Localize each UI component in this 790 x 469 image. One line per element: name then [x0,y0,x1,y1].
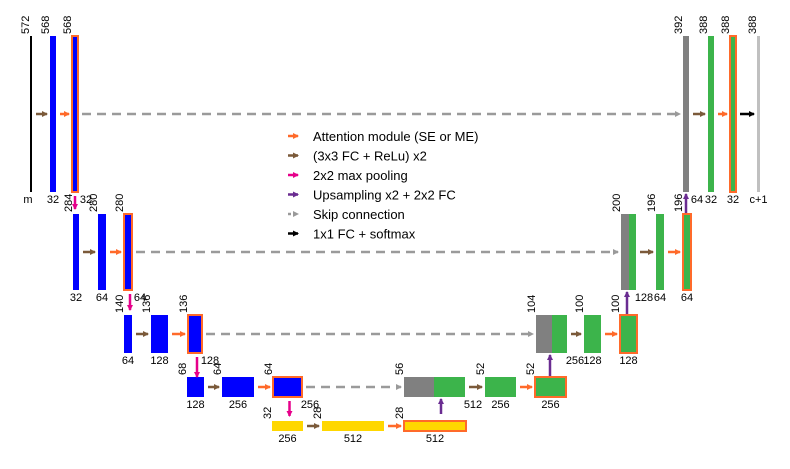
level3-encoder-2-attention-feature-map [272,376,303,398]
channel-count-label: 256 [491,399,509,411]
level4-encoder-0-feature-map [272,421,303,431]
spatial-size-label: 136 [178,295,190,313]
level0-encoder-0-feature-map [30,36,32,192]
level1-encoder-0-feature-map [73,214,79,290]
legend: Attention module (SE or ME) (3x3 FC + ReL… [288,129,478,242]
spatial-size-label: 392 [673,16,685,34]
level2-decoder-0-skip-copy [536,315,552,353]
spatial-size-label: 568 [40,16,52,34]
spatial-size-label: 32 [262,407,274,419]
level3-decoder-0-upsampled-map [434,377,465,397]
level1-encoder-1-feature-map [98,214,106,290]
channel-count-label: 256 [229,399,247,411]
channel-count-label: 128 [619,355,637,367]
channel-count-label: 128 [201,355,219,367]
level0-encoder-2-attention-feature-map [71,35,79,193]
level1-decoder-0-upsampled-map [629,214,636,290]
channel-count-label: 256 [301,399,319,411]
channel-count-label: 64 [122,355,134,367]
legend-pool-label: 2x2 max pooling [313,168,408,183]
level0-decoder-1-feature-map [708,36,714,192]
spatial-size-label: 52 [475,363,487,375]
level0-decoder-2-attention-feature-map [729,35,737,193]
channel-count-label: 512 [426,433,444,445]
spatial-size-label: 68 [177,363,189,375]
channel-count-label: 32 [80,194,92,206]
channel-count-label: 64 [691,194,703,206]
level3-decoder-0-skip-copy [404,377,434,397]
spatial-size-label: 388 [720,16,732,34]
spatial-size-label: 572 [20,16,32,34]
channel-count-label: 64 [681,292,693,304]
channel-count-label: 32 [70,292,82,304]
level3-encoder-0-feature-map [187,377,204,397]
spatial-size-label: 196 [673,194,685,212]
channel-count-label: 64 [96,292,108,304]
channel-count-label: 256 [566,355,584,367]
spatial-size-label: 64 [263,363,275,375]
spatial-size-label: 52 [525,363,537,375]
spatial-size-label: 280 [88,194,100,212]
channel-count-label: 128 [583,355,601,367]
level4-encoder-1-feature-map [322,421,384,431]
spatial-size-label: 388 [747,16,759,34]
spatial-size-label: 388 [698,16,710,34]
level1-decoder-2-attention-feature-map [682,213,692,291]
legend-output-label: 1x1 FC + softmax [313,227,416,242]
channel-count-label: m [23,194,32,206]
spatial-size-label: 28 [312,407,324,419]
level2-encoder-0-feature-map [124,315,132,353]
level1-decoder-0-skip-copy [621,214,629,290]
level2-encoder-1-feature-map [151,315,168,353]
spatial-size-label: 100 [574,295,586,313]
level3-encoder-1-feature-map [222,377,254,397]
channel-count-label: 128 [635,292,653,304]
channel-count-label: 32 [47,194,59,206]
spatial-size-label: 284 [63,194,75,212]
channel-count-label: c+1 [749,194,767,206]
spatial-size-label: 200 [611,194,623,212]
level2-decoder-1-feature-map [584,315,601,353]
level4-encoder-2-attention-feature-map [403,420,467,432]
channel-count-label: 128 [186,399,204,411]
level0-decoder-3-feature-map [757,36,760,192]
spatial-size-label: 56 [394,363,406,375]
spatial-size-label: 104 [526,295,538,313]
channel-count-label: 32 [727,194,739,206]
channel-count-label: 64 [134,292,146,304]
dimension-labels: 572 m 568 32 568 32 392 64 388 32 388 32 388 c+1 284 32… [20,16,768,445]
level2-encoder-2-attention-feature-map [187,314,203,354]
channel-count-label: 64 [654,292,666,304]
spatial-size-label: 140 [114,295,126,313]
feature-maps [30,35,760,432]
level0-encoder-1-feature-map [50,36,56,192]
spatial-size-label: 280 [114,194,126,212]
level1-encoder-2-attention-feature-map [123,213,133,291]
level2-decoder-2-attention-feature-map [619,314,638,354]
spatial-size-label: 64 [212,363,224,375]
channel-count-label: 512 [464,399,482,411]
channel-count-label: 256 [278,433,296,445]
spatial-size-label: 568 [62,16,74,34]
spatial-size-label: 136 [141,295,153,313]
legend-upsample-label: Upsampling x2 + 2x2 FC [313,188,456,203]
legend-skip-label: Skip connection [313,207,405,222]
spatial-size-label: 100 [610,295,622,313]
spatial-size-label: 28 [394,407,406,419]
legend-conv-label: (3x3 FC + ReLu) x2 [313,149,427,164]
legend-attention-label: Attention module (SE or ME) [313,129,478,144]
channel-count-label: 256 [541,399,559,411]
level0-decoder-0-skip-copy [683,36,689,192]
operation-arrows [36,111,755,429]
channel-count-label: 512 [344,433,362,445]
level2-decoder-0-upsampled-map [552,315,567,353]
channel-count-label: 128 [150,355,168,367]
level3-decoder-1-feature-map [485,377,516,397]
level3-decoder-2-attention-feature-map [534,376,567,398]
channel-count-label: 32 [705,194,717,206]
level1-decoder-1-feature-map [656,214,664,290]
spatial-size-label: 196 [646,194,658,212]
